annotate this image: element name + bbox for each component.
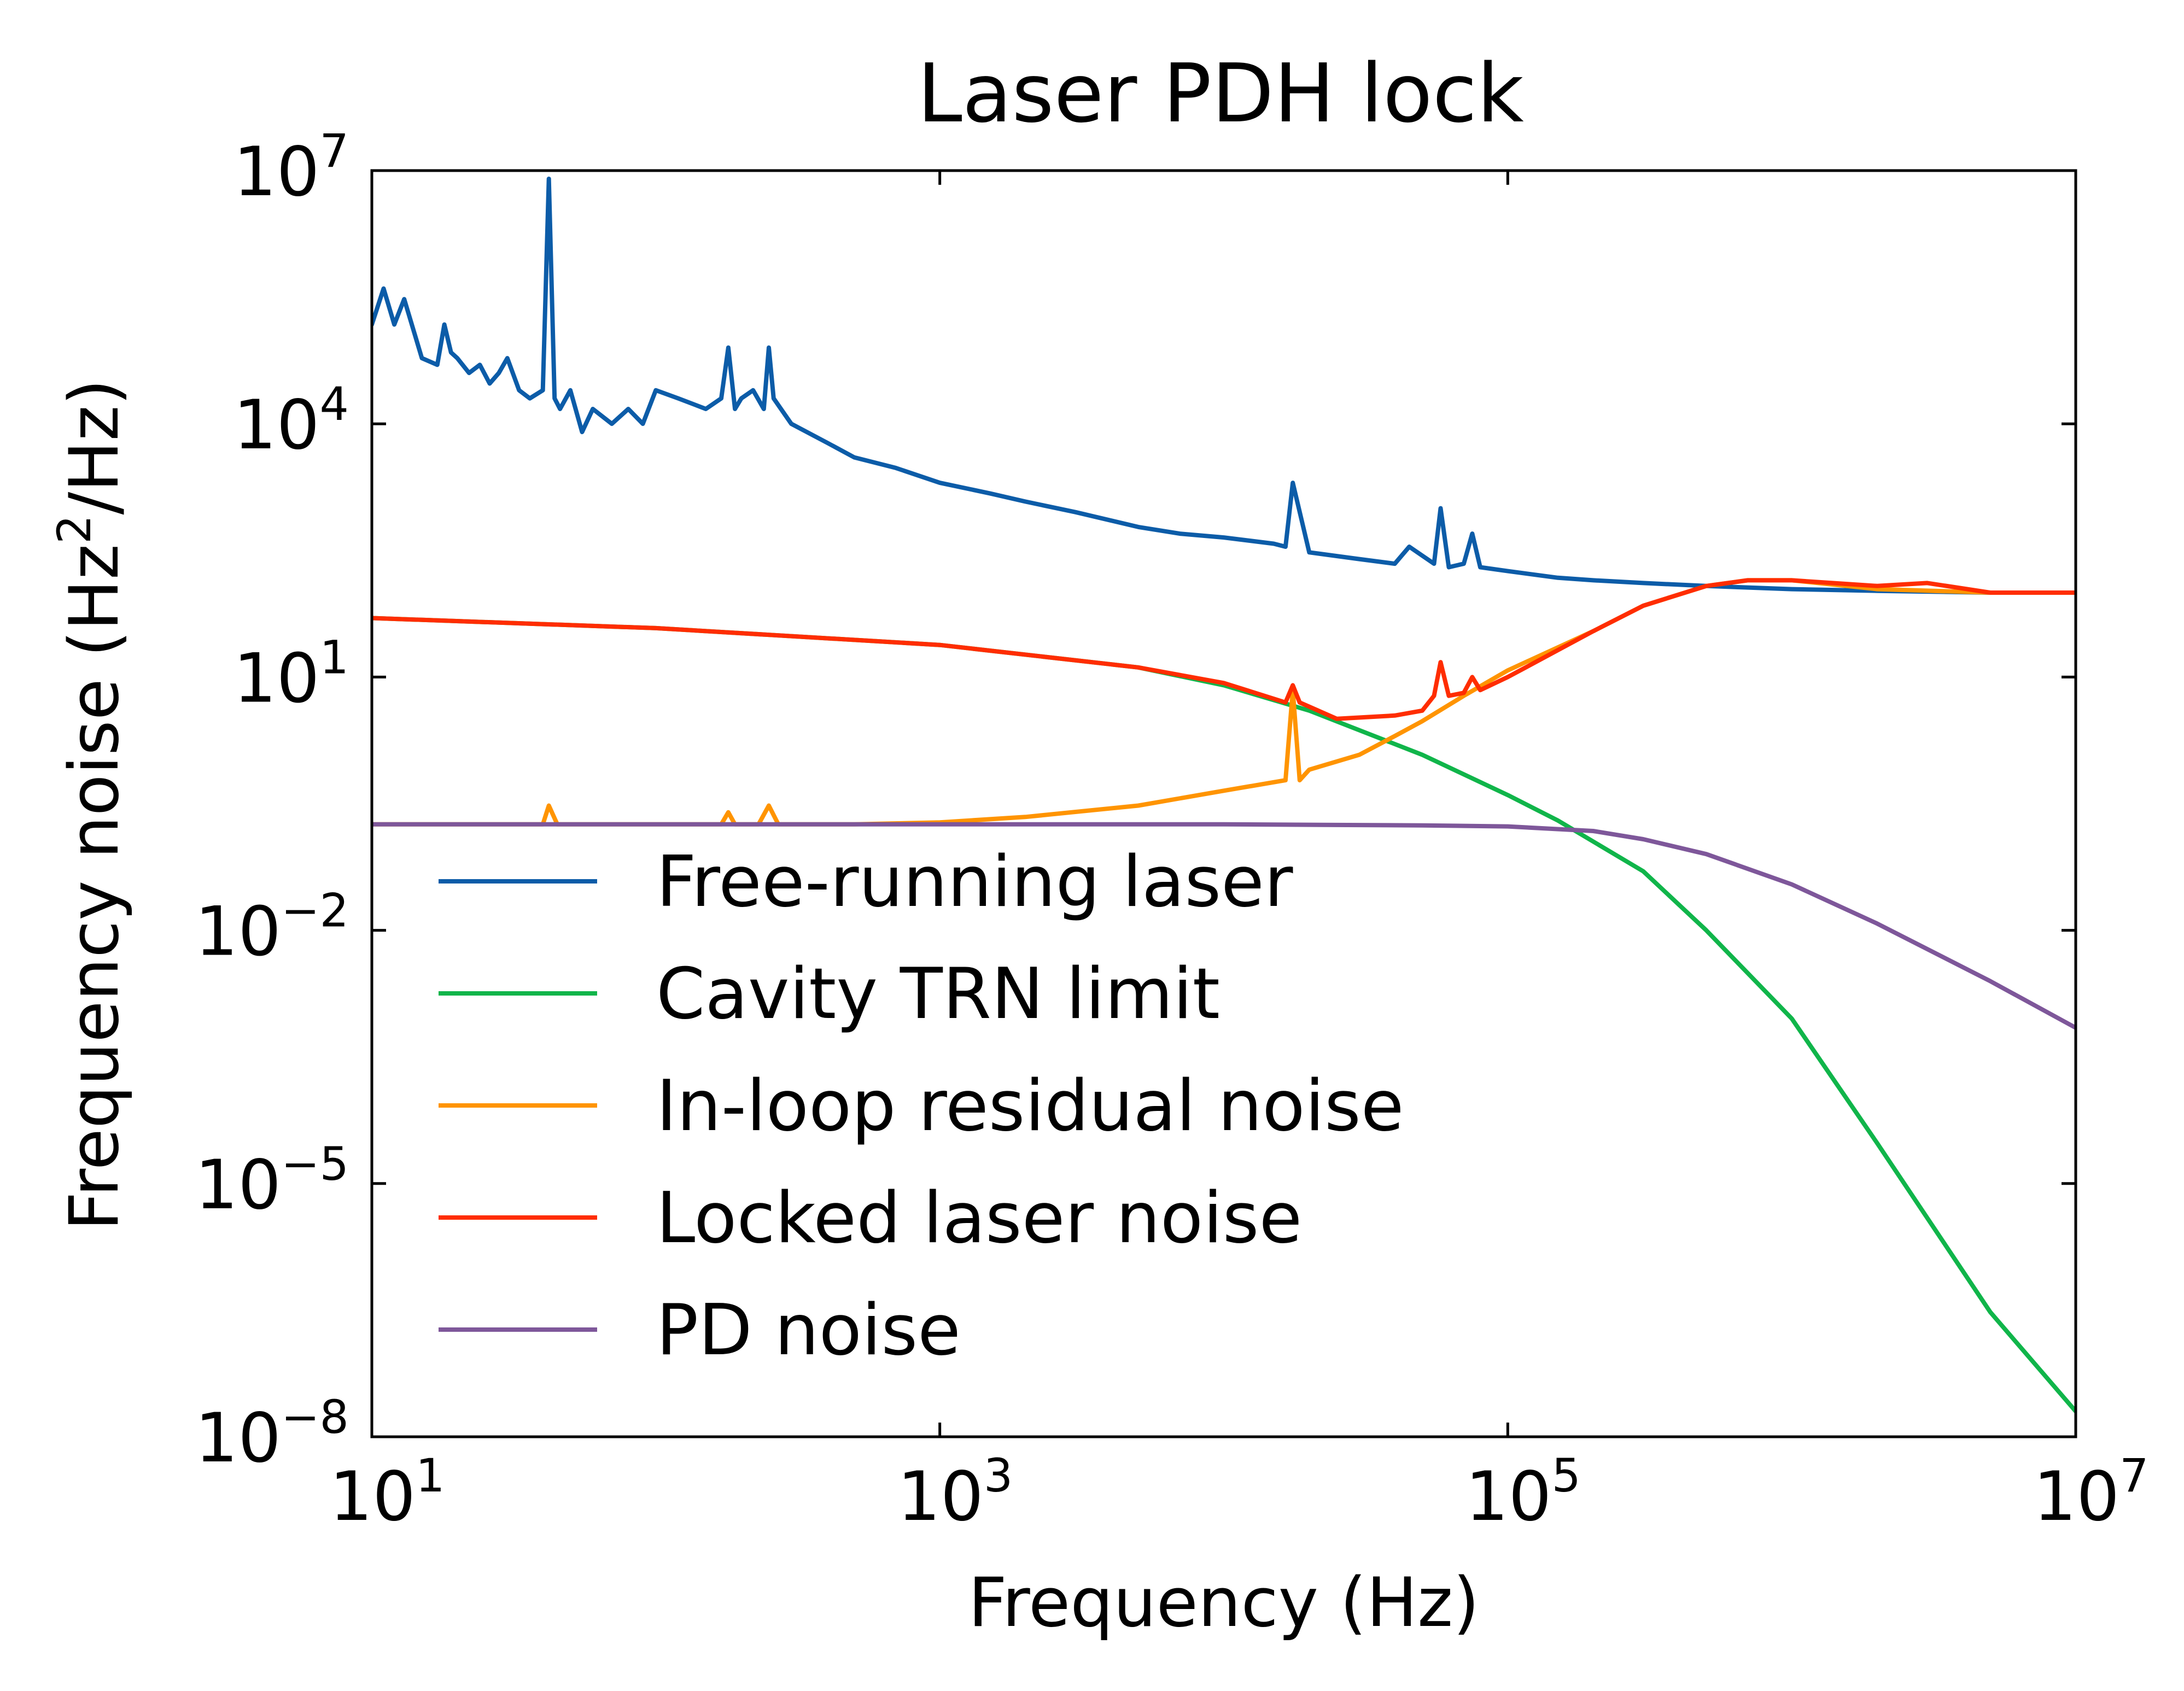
x-axis-label: Frequency (Hz) (968, 1564, 1479, 1642)
legend-label-1: Cavity TRN limit (656, 953, 1220, 1035)
y-tick-label-1: 104 (233, 377, 349, 465)
series-line-3 (372, 578, 2076, 721)
y-tick-label-4: 10−5 (195, 1137, 349, 1225)
x-tick-label-2: 105 (1465, 1449, 1581, 1536)
y-tick-label-2: 101 (233, 630, 349, 718)
plot-area: 101 103 105 107 107 104 101 10−2 10−5 10−8 (195, 124, 2148, 1536)
y-tick-label-3: 10−2 (195, 884, 349, 972)
legend-label-4: PD noise (656, 1290, 961, 1371)
series-line-2 (372, 578, 2076, 827)
series-line-1 (372, 616, 2076, 1414)
legend-label-2: In-loop residual noise (656, 1066, 1404, 1147)
legend: Free-running laser Cavity TRN limit In-loo… (439, 841, 1404, 1371)
y-axis-label: Frequency noise (Hz2/Hz) (48, 379, 134, 1231)
x-tick-label-1: 103 (897, 1449, 1013, 1536)
legend-label-3: Locked laser noise (656, 1178, 1302, 1259)
y-tick-label-0: 107 (233, 124, 349, 212)
x-tick-label-3: 107 (2033, 1449, 2148, 1536)
plot-frame (370, 169, 2077, 1438)
y-axis-label-main: Frequency noise (Hz (55, 544, 134, 1231)
series-line-4 (372, 822, 2076, 1030)
svg-text:Frequency noise (Hz2/Hz): Frequency noise (Hz2/Hz) (48, 379, 134, 1231)
tick-layer: 101 103 105 107 107 104 101 10−2 10−5 10−8 (195, 124, 2148, 1536)
series-layer (372, 177, 2076, 1414)
y-axis-label-sup: 2 (48, 515, 101, 544)
legend-label-0: Free-running laser (656, 841, 1293, 923)
y-tick-label-5: 10−8 (195, 1390, 349, 1478)
y-axis-label-tail: /Hz) (55, 379, 134, 514)
x-tick-label-0: 101 (329, 1449, 445, 1536)
chart-title: Laser PDH lock (917, 46, 1524, 141)
series-line-0 (372, 177, 2076, 595)
